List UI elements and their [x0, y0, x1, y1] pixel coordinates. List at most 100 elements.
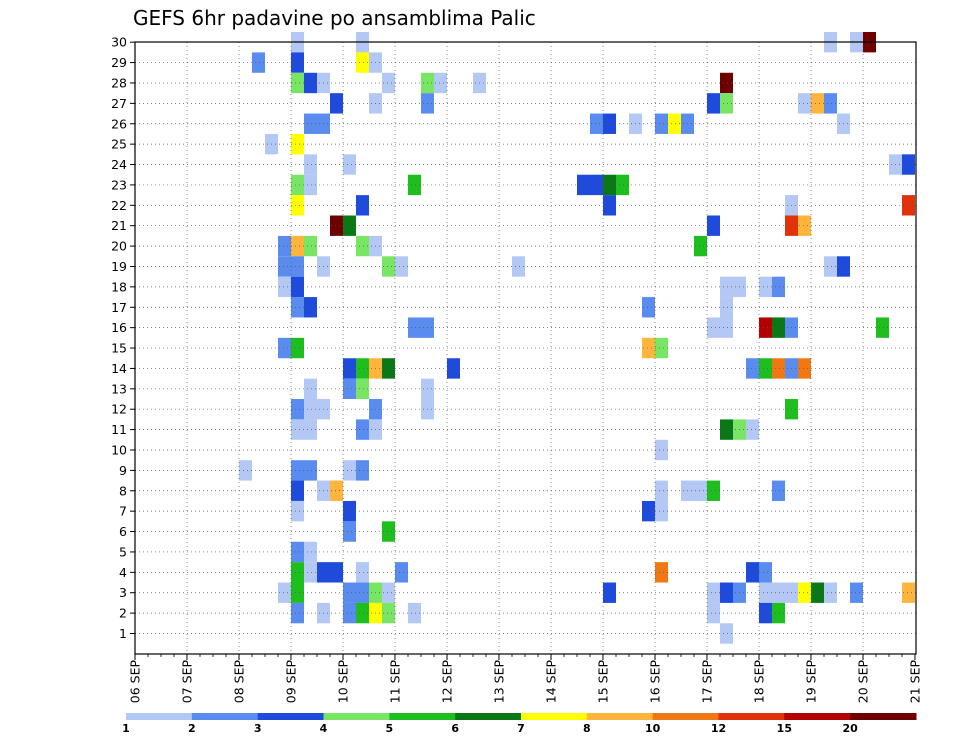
- legend-label: 6: [451, 722, 459, 735]
- heatmap-cell: [291, 480, 304, 501]
- heatmap-cell: [720, 317, 733, 338]
- heatmap-cell: [759, 276, 772, 298]
- y-tick-label: 15: [111, 341, 127, 356]
- heatmap-cell: [798, 93, 811, 114]
- heatmap-cell: [772, 582, 785, 603]
- x-tick-label: 12 SEP: [440, 660, 455, 704]
- heatmap-cell: [902, 154, 915, 175]
- heatmap-cell: [356, 195, 369, 216]
- heatmap-cell: [304, 378, 317, 400]
- heatmap-cell: [291, 500, 304, 522]
- heatmap-cell: [720, 72, 733, 94]
- heatmap-cell: [343, 500, 356, 522]
- plot-frame: [134, 41, 917, 655]
- heatmap-cell: [759, 582, 772, 603]
- heatmap-cell: [655, 480, 668, 501]
- x-tick-label: 14 SEP: [544, 660, 559, 704]
- heatmap-cell: [408, 602, 421, 624]
- y-tick-label: 21: [111, 218, 127, 233]
- heatmap-cell: [382, 256, 395, 277]
- heatmap-cell: [798, 358, 811, 379]
- heatmap-cell: [291, 133, 304, 155]
- heatmap-cells: [239, 31, 915, 644]
- legend-swatch: [389, 713, 456, 720]
- legend-label: 15: [777, 722, 792, 735]
- heatmap-cell: [720, 276, 733, 298]
- legend-label: 12: [711, 722, 726, 735]
- y-tick-label: 7: [119, 504, 127, 519]
- y-tick-label: 8: [119, 483, 127, 498]
- heatmap-cell: [291, 460, 304, 481]
- heatmap-cell: [343, 215, 356, 236]
- heatmap-cell: [291, 562, 304, 583]
- y-tick-label: 14: [111, 361, 127, 376]
- heatmap-cell: [694, 235, 707, 257]
- legend-label: 4: [320, 722, 328, 735]
- y-tick-label: 23: [111, 177, 127, 192]
- heatmap-cell: [668, 113, 681, 134]
- heatmap-cell: [655, 113, 668, 134]
- heatmap-cell: [278, 235, 291, 257]
- heatmap-cell: [408, 174, 421, 196]
- heatmap-cell: [603, 113, 616, 134]
- heatmap-cell: [603, 195, 616, 216]
- y-tick-label: 24: [111, 157, 127, 172]
- y-tick-label: 19: [111, 259, 127, 274]
- heatmap-cell: [707, 602, 720, 624]
- y-tick-label: 25: [111, 137, 127, 152]
- heatmap-cell: [330, 562, 343, 583]
- y-tick-label: 17: [111, 300, 127, 315]
- heatmap-cell: [395, 562, 408, 583]
- heatmap-cell: [304, 113, 317, 134]
- legend-label: 20: [843, 722, 859, 735]
- heatmap-cell: [655, 562, 668, 583]
- heatmap-cell: [655, 337, 668, 359]
- heatmap-cell: [616, 174, 629, 196]
- heatmap-cell: [343, 378, 356, 400]
- heatmap-cell: [759, 602, 772, 624]
- legend-swatch: [455, 713, 522, 720]
- heatmap-cell: [642, 337, 655, 359]
- heatmap-cell: [278, 256, 291, 277]
- heatmap-cell: [291, 72, 304, 94]
- heatmap-cell: [291, 419, 304, 440]
- heatmap-cell: [291, 235, 304, 257]
- heatmap-cell: [746, 419, 759, 440]
- heatmap-cell: [304, 297, 317, 318]
- color-legend: 1 2 3 4 5 6 7 8 10 12 15 20: [122, 713, 917, 735]
- heatmap-cell: [811, 582, 824, 603]
- heatmap-cell: [304, 541, 317, 563]
- heatmap-cell: [278, 337, 291, 359]
- heatmap-cell: [291, 399, 304, 420]
- heatmap-cell: [824, 582, 837, 603]
- y-tick-label: 2: [119, 606, 127, 621]
- heatmap-cell: [772, 276, 785, 298]
- heatmap-cell: [304, 419, 317, 440]
- heatmap-cell: [902, 195, 915, 216]
- x-tick-label: 17 SEP: [700, 660, 715, 704]
- legend-swatch: [652, 713, 719, 720]
- x-tick-label: 09 SEP: [284, 660, 299, 704]
- y-tick-label: 29: [111, 55, 127, 70]
- y-tick-label: 27: [111, 96, 127, 111]
- heatmap-cell: [291, 52, 304, 73]
- heatmap-cell: [642, 500, 655, 522]
- x-tick-label: 07 SEP: [180, 660, 195, 704]
- heatmap-cell: [824, 93, 837, 114]
- heatmap-cell: [291, 174, 304, 196]
- y-tick-label: 6: [119, 524, 127, 539]
- heatmap-cell: [772, 602, 785, 624]
- heatmap-cell: [720, 93, 733, 114]
- heatmap-cell: [252, 52, 265, 73]
- legend-label: 1: [122, 722, 130, 735]
- heatmap-cell: [720, 297, 733, 318]
- y-tick-label: 5: [119, 544, 127, 559]
- heatmap-cell: [239, 460, 252, 481]
- heatmap-cell: [707, 215, 720, 236]
- y-axis: 1234567891011121314151617181920212223242…: [111, 35, 135, 641]
- heatmap-cell: [850, 582, 863, 603]
- heatmap-cell: [343, 602, 356, 624]
- y-tick-label: 22: [111, 198, 127, 213]
- heatmap-cell: [707, 480, 720, 501]
